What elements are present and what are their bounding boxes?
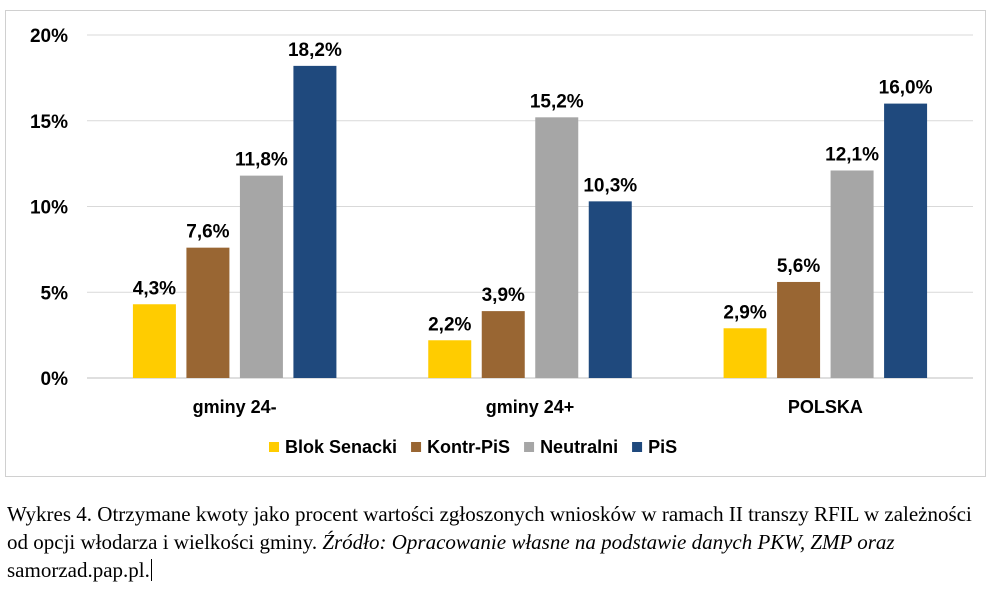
y-tick-label: 20% — [30, 26, 68, 47]
chart-frame: 0% 5% 10% 15% 20% 4,3% 7,6% 11,8% 18,2% 2,2% 3,9%… — [5, 10, 986, 477]
bar-pis — [293, 65, 337, 378]
bar-pis — [588, 201, 632, 378]
bar-neutralni — [535, 117, 579, 378]
category-label: gminy 24+ — [486, 397, 575, 417]
y-tick-label: 15% — [30, 112, 68, 133]
bar-pis — [884, 103, 928, 378]
figure-caption: Wykres 4. Otrzymane kwoty jako procent w… — [7, 500, 997, 584]
y-axis: 0% 5% 10% 15% 20% — [30, 26, 68, 390]
legend-swatch — [411, 442, 422, 452]
y-tick-label: 5% — [41, 283, 69, 304]
y-tick-label: 0% — [41, 369, 69, 390]
bar-blok-senacki — [428, 340, 472, 378]
data-label: 10,3% — [583, 175, 637, 196]
data-label: 11,8% — [235, 150, 288, 171]
bar-neutralni — [239, 175, 283, 378]
gridlines — [87, 34, 973, 379]
data-label: 18,2% — [288, 40, 342, 61]
data-labels: 4,3% 7,6% 11,8% 18,2% 2,2% 3,9% 15,2% 10,3% 2,9%… — [133, 40, 933, 335]
bar-kontr-pis — [186, 247, 230, 378]
category-label: POLSKA — [788, 397, 863, 417]
legend-swatch — [269, 442, 279, 452]
caption-source: Źródło: Opracowanie własne na podstawie … — [322, 530, 895, 554]
legend: Blok Senacki Kontr-PiS Neutralni PiS — [269, 437, 677, 457]
data-label: 15,2% — [530, 91, 584, 112]
category-label: gminy 24- — [193, 397, 277, 417]
data-label: 2,9% — [723, 302, 766, 323]
data-label: 7,6% — [186, 222, 229, 243]
bar-blok-senacki — [723, 328, 767, 378]
bar-blok-senacki — [132, 304, 176, 378]
data-label: 12,1% — [825, 144, 879, 165]
data-label: 3,9% — [482, 285, 525, 306]
caption-text: Wykres 4. Otrzymane kwoty jako procent w… — [7, 502, 972, 554]
bars — [132, 65, 928, 378]
data-label: 5,6% — [777, 256, 820, 277]
legend-swatch — [524, 442, 535, 452]
legend-label: Neutralni — [540, 437, 618, 457]
bar-kontr-pis — [481, 311, 525, 378]
data-label: 4,3% — [133, 278, 176, 299]
caption-source-site: samorzad.pap.pl. — [7, 558, 150, 582]
data-label: 16,0% — [879, 78, 933, 99]
text-cursor — [150, 559, 152, 581]
data-label: 2,2% — [428, 314, 471, 335]
x-axis: gminy 24- gminy 24+ POLSKA — [193, 397, 863, 417]
bar-kontr-pis — [777, 281, 821, 378]
legend-label: Kontr-PiS — [427, 437, 510, 457]
y-tick-label: 10% — [30, 198, 68, 219]
legend-swatch — [632, 442, 643, 452]
legend-label: Blok Senacki — [285, 437, 397, 457]
legend-label: PiS — [648, 437, 677, 457]
bar-chart: 0% 5% 10% 15% 20% 4,3% 7,6% 11,8% 18,2% 2,2% 3,9%… — [30, 26, 973, 457]
bar-neutralni — [830, 170, 874, 378]
